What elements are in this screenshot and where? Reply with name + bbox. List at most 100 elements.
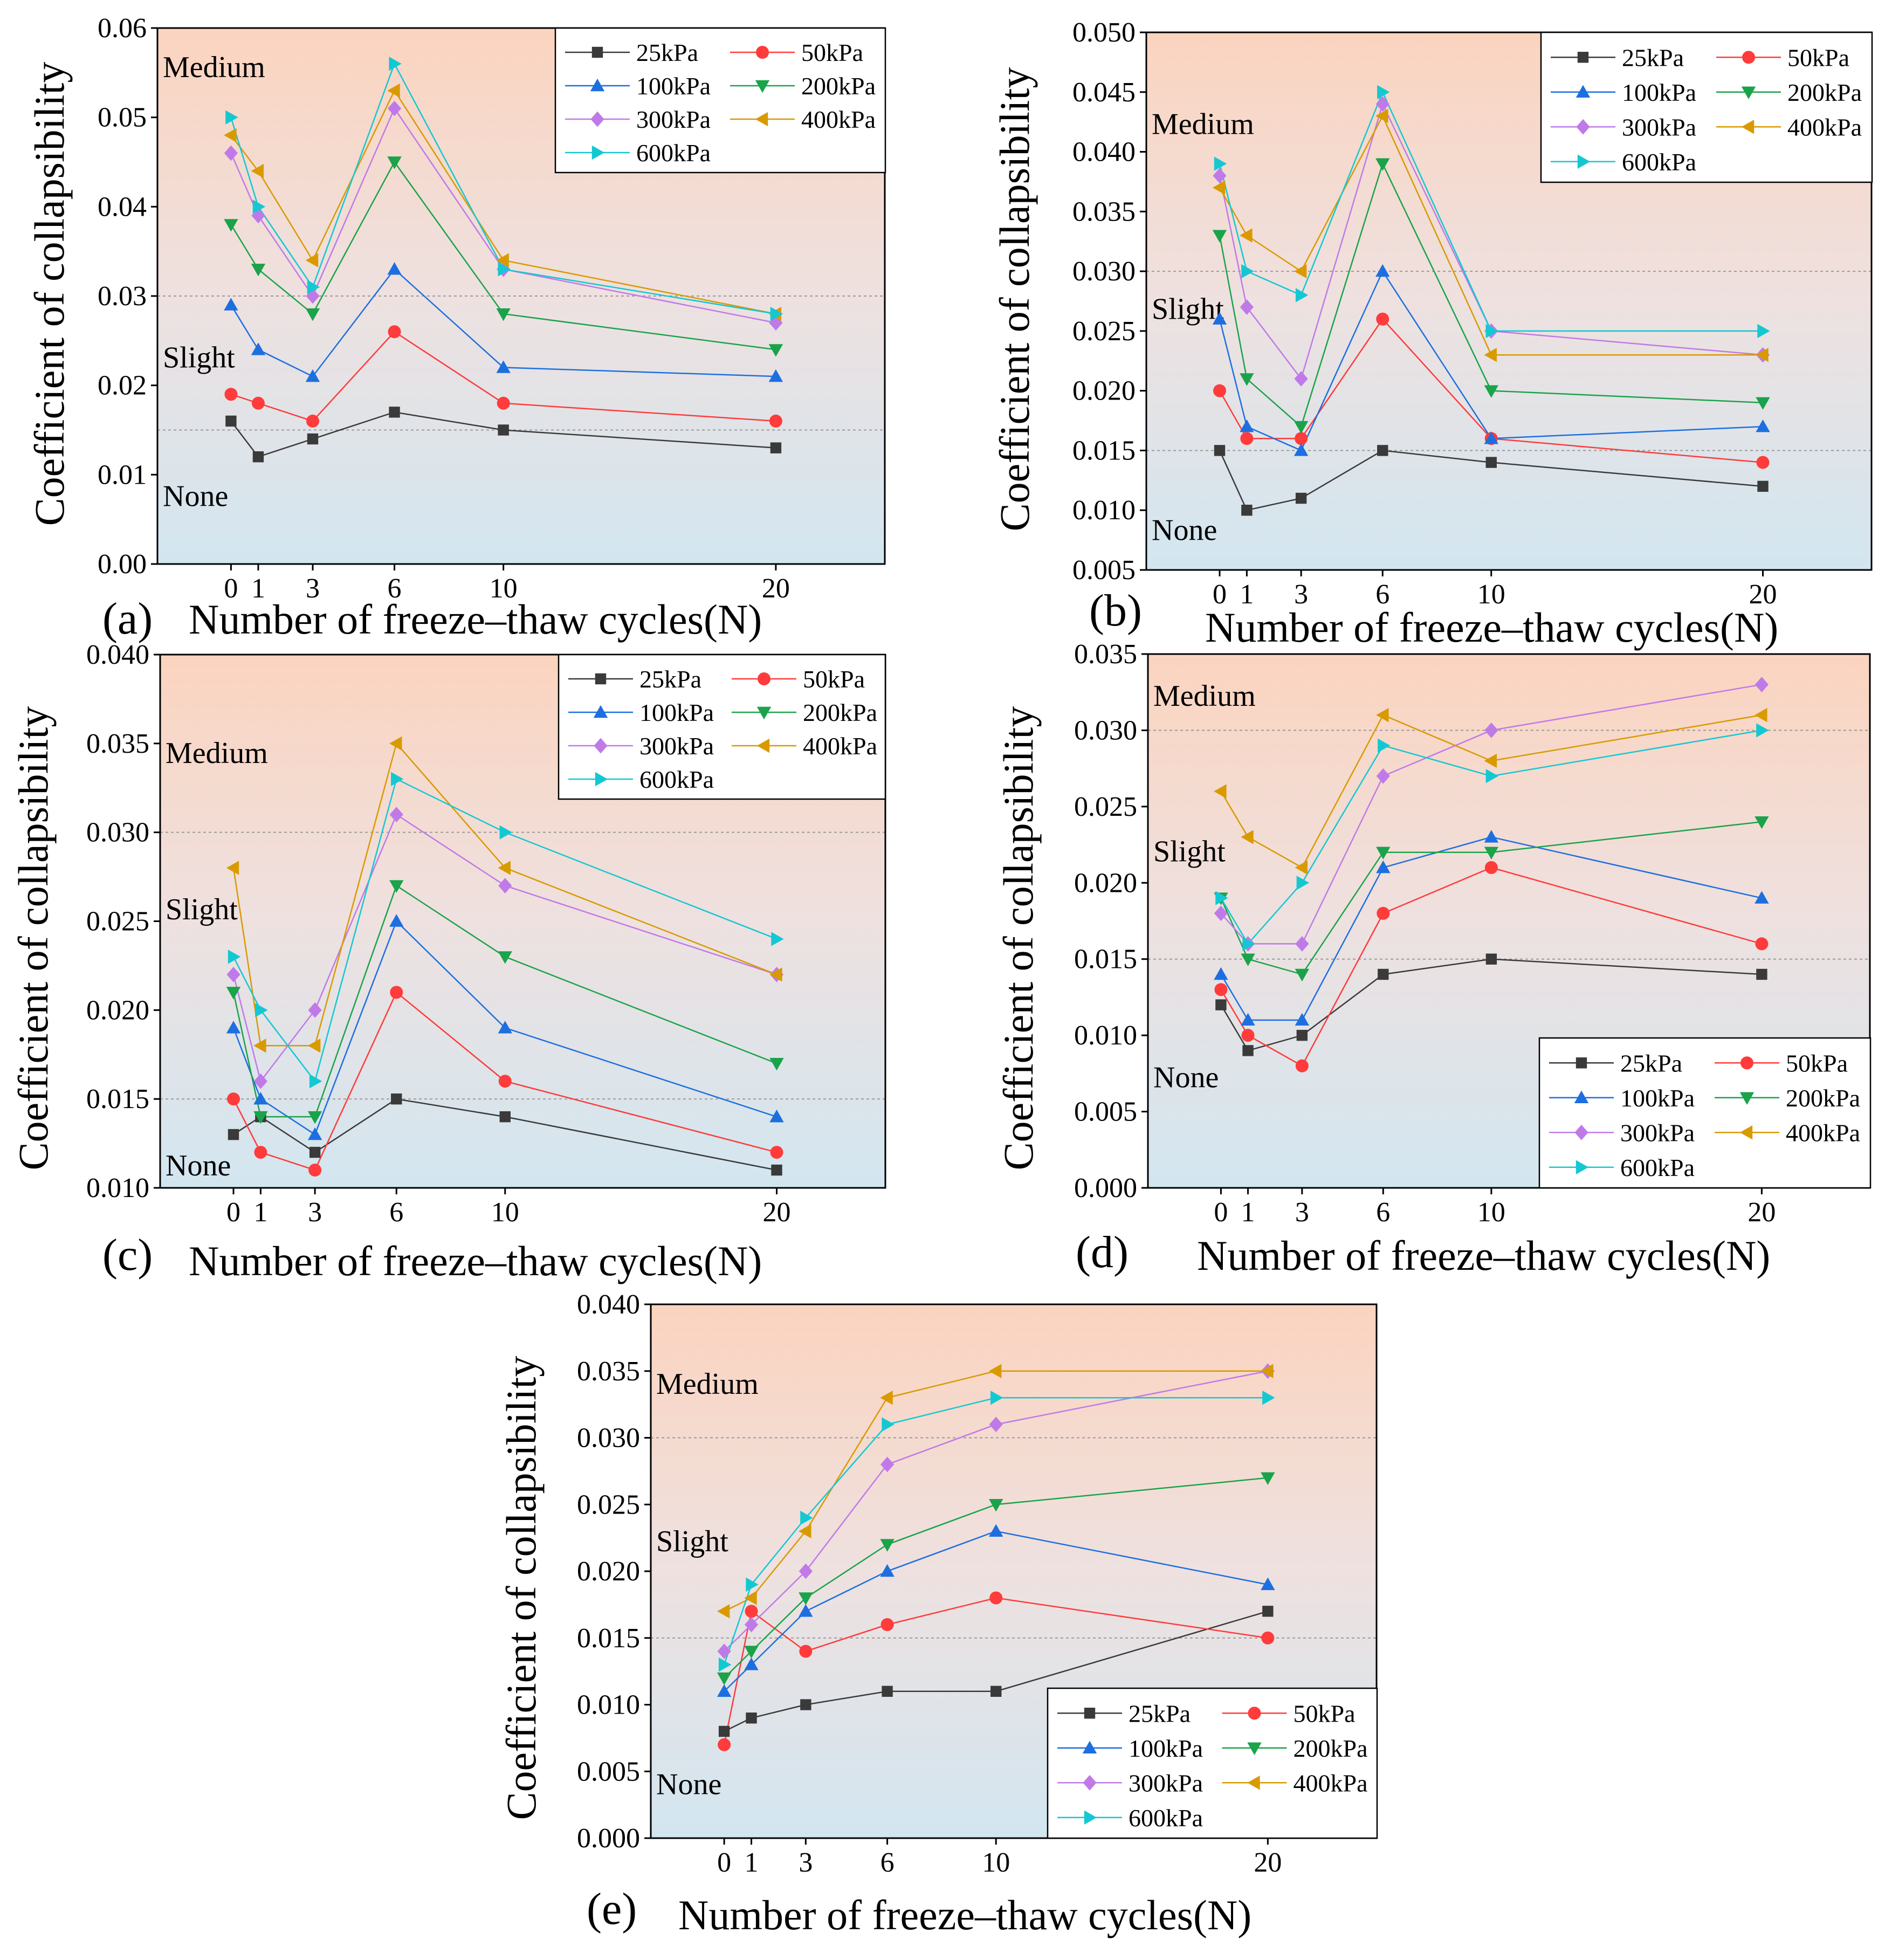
point-25kPa-10 [499,1111,511,1123]
series-line-200kPa [230,161,776,350]
point-300kPa-0 [224,145,238,161]
point-400kPa-10 [989,1364,1002,1378]
legend-label-400kPa: 400kPa [1294,1769,1368,1797]
point-100kPa-10 [1484,830,1499,843]
point-50kPa-10 [989,1591,1003,1605]
legend-marker-50kPa [1248,1707,1261,1720]
series-line-50kPa [723,1597,1268,1745]
point-200kPa-10 [1484,847,1499,859]
point-600kPa-6 [389,57,402,71]
y-tick-label: 0.025 [86,906,149,937]
series-line-200kPa [1219,162,1763,428]
x-tick-label: 6 [389,1197,403,1228]
legend-label-600kPa: 600kPa [636,139,711,167]
panel-b-xlabel: Number of freeze–thaw cycles(N) [1205,604,1778,651]
legend-marker-25kPa [591,46,603,58]
point-400kPa-3 [305,253,319,267]
panel-d-ylabel: Coefficient of collapsibility [995,706,1042,1171]
series-line-400kPa [724,1370,1268,1612]
legend-marker-25kPa [1575,1057,1587,1069]
x-tick-label: 1 [251,573,265,604]
panel-d: Medium Slight None 0.000 0.005 0.010 0.015 0.02… [995,639,1872,1279]
point-50kPa-20 [770,1146,783,1159]
point-400kPa-10 [1484,753,1497,768]
panel-d-xlabel: Number of freeze–thaw cycles(N) [1197,1232,1770,1279]
x-tick-label: 3 [1295,1197,1309,1228]
point-200kPa-10 [1484,385,1498,398]
panel-e: Medium Slight None 0.000 0.005 0.010 0.015 0.02… [498,1289,1378,1938]
point-100kPa-20 [1756,419,1770,432]
x-tick-label: 10 [1477,1197,1505,1228]
point-200kPa-3 [1294,421,1309,434]
point-400kPa-20 [1261,1364,1274,1378]
point-400kPa-0 [226,861,239,875]
point-600kPa-6 [391,772,404,786]
point-100kPa-0 [1212,312,1227,325]
legend-label-100kPa: 100kPa [1622,79,1696,106]
point-50kPa-20 [1755,937,1769,951]
y-tick-label: 0.020 [86,995,149,1026]
y-tick-label: 0.050 [1072,17,1136,48]
series-line-50kPa [1220,866,1762,1067]
legend-marker-600kPa [1575,1160,1589,1174]
point-100kPa-1 [1240,419,1254,432]
x-tick-label: 20 [1749,579,1777,610]
point-200kPa-3 [307,1111,322,1124]
y-tick-label: 0.020 [577,1556,640,1587]
y-tick-label: 0.05 [98,102,147,133]
series-line-400kPa [1220,714,1762,869]
point-300kPa-0 [226,967,240,982]
y-tick-label: 0.020 [1074,868,1137,898]
point-100kPa-10 [989,1524,1003,1537]
point-50kPa-20 [1756,456,1770,469]
y-tick-label: 0.005 [1072,555,1136,586]
point-50kPa-1 [745,1605,758,1618]
legend-marker-400kPa [1739,1125,1753,1140]
point-50kPa-10 [498,1075,512,1088]
point-50kPa-20 [769,414,782,428]
zone-label-slight: Slight [656,1525,728,1558]
point-100kPa-6 [1375,264,1390,277]
point-600kPa-20 [1262,1391,1275,1405]
panel-c-ylabel: Coefficient of collapsibility [10,706,57,1171]
point-200kPa-20 [768,344,783,357]
y-tick-label: 0.040 [1072,137,1136,168]
y-tick-label: 0.035 [577,1356,640,1387]
x-tick-label: 3 [308,1197,322,1228]
legend-label-50kPa: 50kPa [1294,1700,1356,1727]
point-600kPa-0 [1215,891,1228,905]
legend-marker-600kPa [1084,1810,1097,1825]
x-tick-label: 1 [253,1197,267,1228]
point-300kPa-10 [1484,723,1498,738]
point-100kPa-0 [226,1021,241,1034]
point-25kPa-3 [1296,1029,1308,1041]
point-50kPa-10 [497,396,510,410]
point-600kPa-10 [1485,769,1499,783]
legend-marker-50kPa [758,672,770,685]
chart-c: Medium Slight None 0.010 0.015 0.020 0.025 0.03… [86,639,886,1228]
legend-marker-600kPa [595,772,608,787]
point-400kPa-0 [717,1604,730,1619]
point-50kPa-0 [227,1092,240,1106]
point-200kPa-20 [769,1058,784,1071]
chart-b: Medium Slight None 0.005 0.010 0.015 0.020 0.02… [1072,17,1873,610]
panel-c-tag: (c) [102,1230,153,1280]
point-600kPa-6 [882,1417,895,1432]
point-100kPa-3 [307,1127,322,1140]
point-200kPa-20 [1261,1472,1275,1485]
legend-label-400kPa: 400kPa [801,106,876,133]
y-tick-label: 0.005 [1074,1097,1137,1127]
legend-marker-100kPa [593,705,608,718]
point-25kPa-3 [1295,492,1307,504]
legend-label-100kPa: 100kPa [636,72,711,100]
legend-marker-400kPa [1247,1776,1260,1790]
legend-marker-600kPa [591,145,605,160]
point-600kPa-3 [800,1510,813,1525]
point-25kPa-10 [990,1686,1002,1697]
point-200kPa-10 [496,308,511,321]
point-25kPa-6 [882,1686,893,1697]
point-200kPa-0 [226,987,241,1000]
zone-label-none: None [163,479,228,513]
point-300kPa-6 [1376,768,1390,784]
